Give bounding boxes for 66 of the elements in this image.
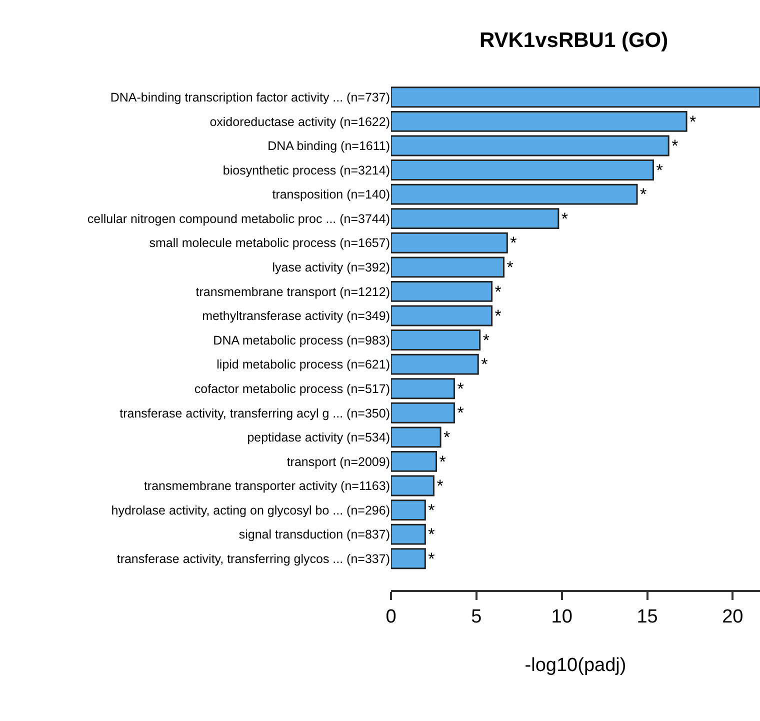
x-tick-label: 5 — [471, 606, 482, 628]
y-tick-label: hydrolase activity, acting on glycosyl bo ... (n=296) — [111, 503, 390, 518]
bar — [391, 378, 455, 400]
bar — [391, 354, 479, 375]
bar — [391, 426, 442, 448]
x-tick-label: 15 — [636, 606, 658, 628]
y-tick-label: transferase activity, transferring glycos ... (n=337) — [116, 552, 390, 566]
y-tick-label: small molecule metabolic process (n=1657) — [149, 236, 390, 250]
data-label: * — [436, 476, 444, 496]
bar — [391, 135, 670, 156]
y-tick-label: cellular nitrogen compound metabolic proc ... (n=3744) — [87, 212, 390, 226]
y-tick-label: peptidase activity (n=534) — [247, 430, 390, 445]
y-tick-label: transposition (n=140) — [272, 188, 390, 202]
x-axis-title: -log10(padj) — [524, 654, 626, 676]
data-label: * — [457, 379, 464, 398]
bar — [391, 500, 426, 521]
data-label: * — [506, 258, 514, 277]
y-tick-label: lipid metabolic process (n=621) — [216, 358, 390, 372]
data-label: * — [494, 306, 502, 326]
data-label: * — [561, 209, 568, 228]
y-tick-label: DNA-binding transcription factor activity ... (n=737) — [110, 90, 390, 105]
bar — [391, 402, 455, 424]
bar — [391, 305, 493, 326]
y-tick-label: cofactor metabolic process (n=517) — [194, 382, 390, 396]
bar — [391, 524, 426, 545]
data-label: * — [640, 185, 647, 204]
x-tick-label: 20 — [722, 606, 744, 628]
bar — [391, 184, 638, 205]
y-tick-label: transport (n=2009) — [286, 454, 390, 469]
x-tick-label: 10 — [551, 606, 572, 628]
data-label: * — [444, 428, 451, 448]
bar — [391, 160, 654, 180]
y-tick-label: transmembrane transporter activity (n=1163) — [144, 479, 390, 494]
data-label: * — [481, 355, 488, 374]
data-label: * — [482, 330, 490, 350]
bar — [391, 475, 434, 496]
bar — [391, 208, 560, 230]
y-tick-label: biosynthetic process (n=3214) — [222, 163, 390, 178]
bar — [391, 330, 481, 350]
data-label: * — [656, 160, 664, 180]
data-label: * — [672, 136, 679, 156]
data-label: * — [428, 500, 436, 520]
bar — [391, 548, 426, 570]
bar — [391, 110, 688, 132]
data-label: * — [428, 525, 436, 544]
y-tick-label: lyase activity (n=392) — [272, 260, 390, 275]
y-tick-label: transferase activity, transferring acyl g ... (n=350) — [120, 406, 390, 420]
data-label: * — [457, 404, 464, 423]
data-label: * — [510, 234, 518, 253]
data-label: * — [494, 282, 502, 302]
chart-title: RVK1vsRBU1 (GO) — [479, 29, 668, 52]
data-label: * — [439, 452, 446, 472]
bar — [391, 256, 504, 278]
bar — [391, 280, 493, 302]
bar — [391, 232, 508, 254]
data-label: * — [428, 549, 436, 568]
y-tick-label: transmembrane transport (n=1212) — [196, 284, 390, 299]
bar — [391, 451, 438, 472]
data-label: * — [690, 112, 697, 132]
y-tick-label: signal transduction (n=837) — [238, 528, 390, 542]
y-tick-label: DNA binding (n=1611) — [268, 139, 390, 154]
y-tick-label: oxidoreductase activity (n=1622) — [210, 114, 390, 129]
y-tick-label: methyltransferase activity (n=349) — [202, 309, 390, 324]
y-tick-label: DNA metabolic process (n=983) — [213, 333, 390, 348]
bar — [391, 86, 760, 108]
x-tick-label: 0 — [386, 606, 396, 628]
